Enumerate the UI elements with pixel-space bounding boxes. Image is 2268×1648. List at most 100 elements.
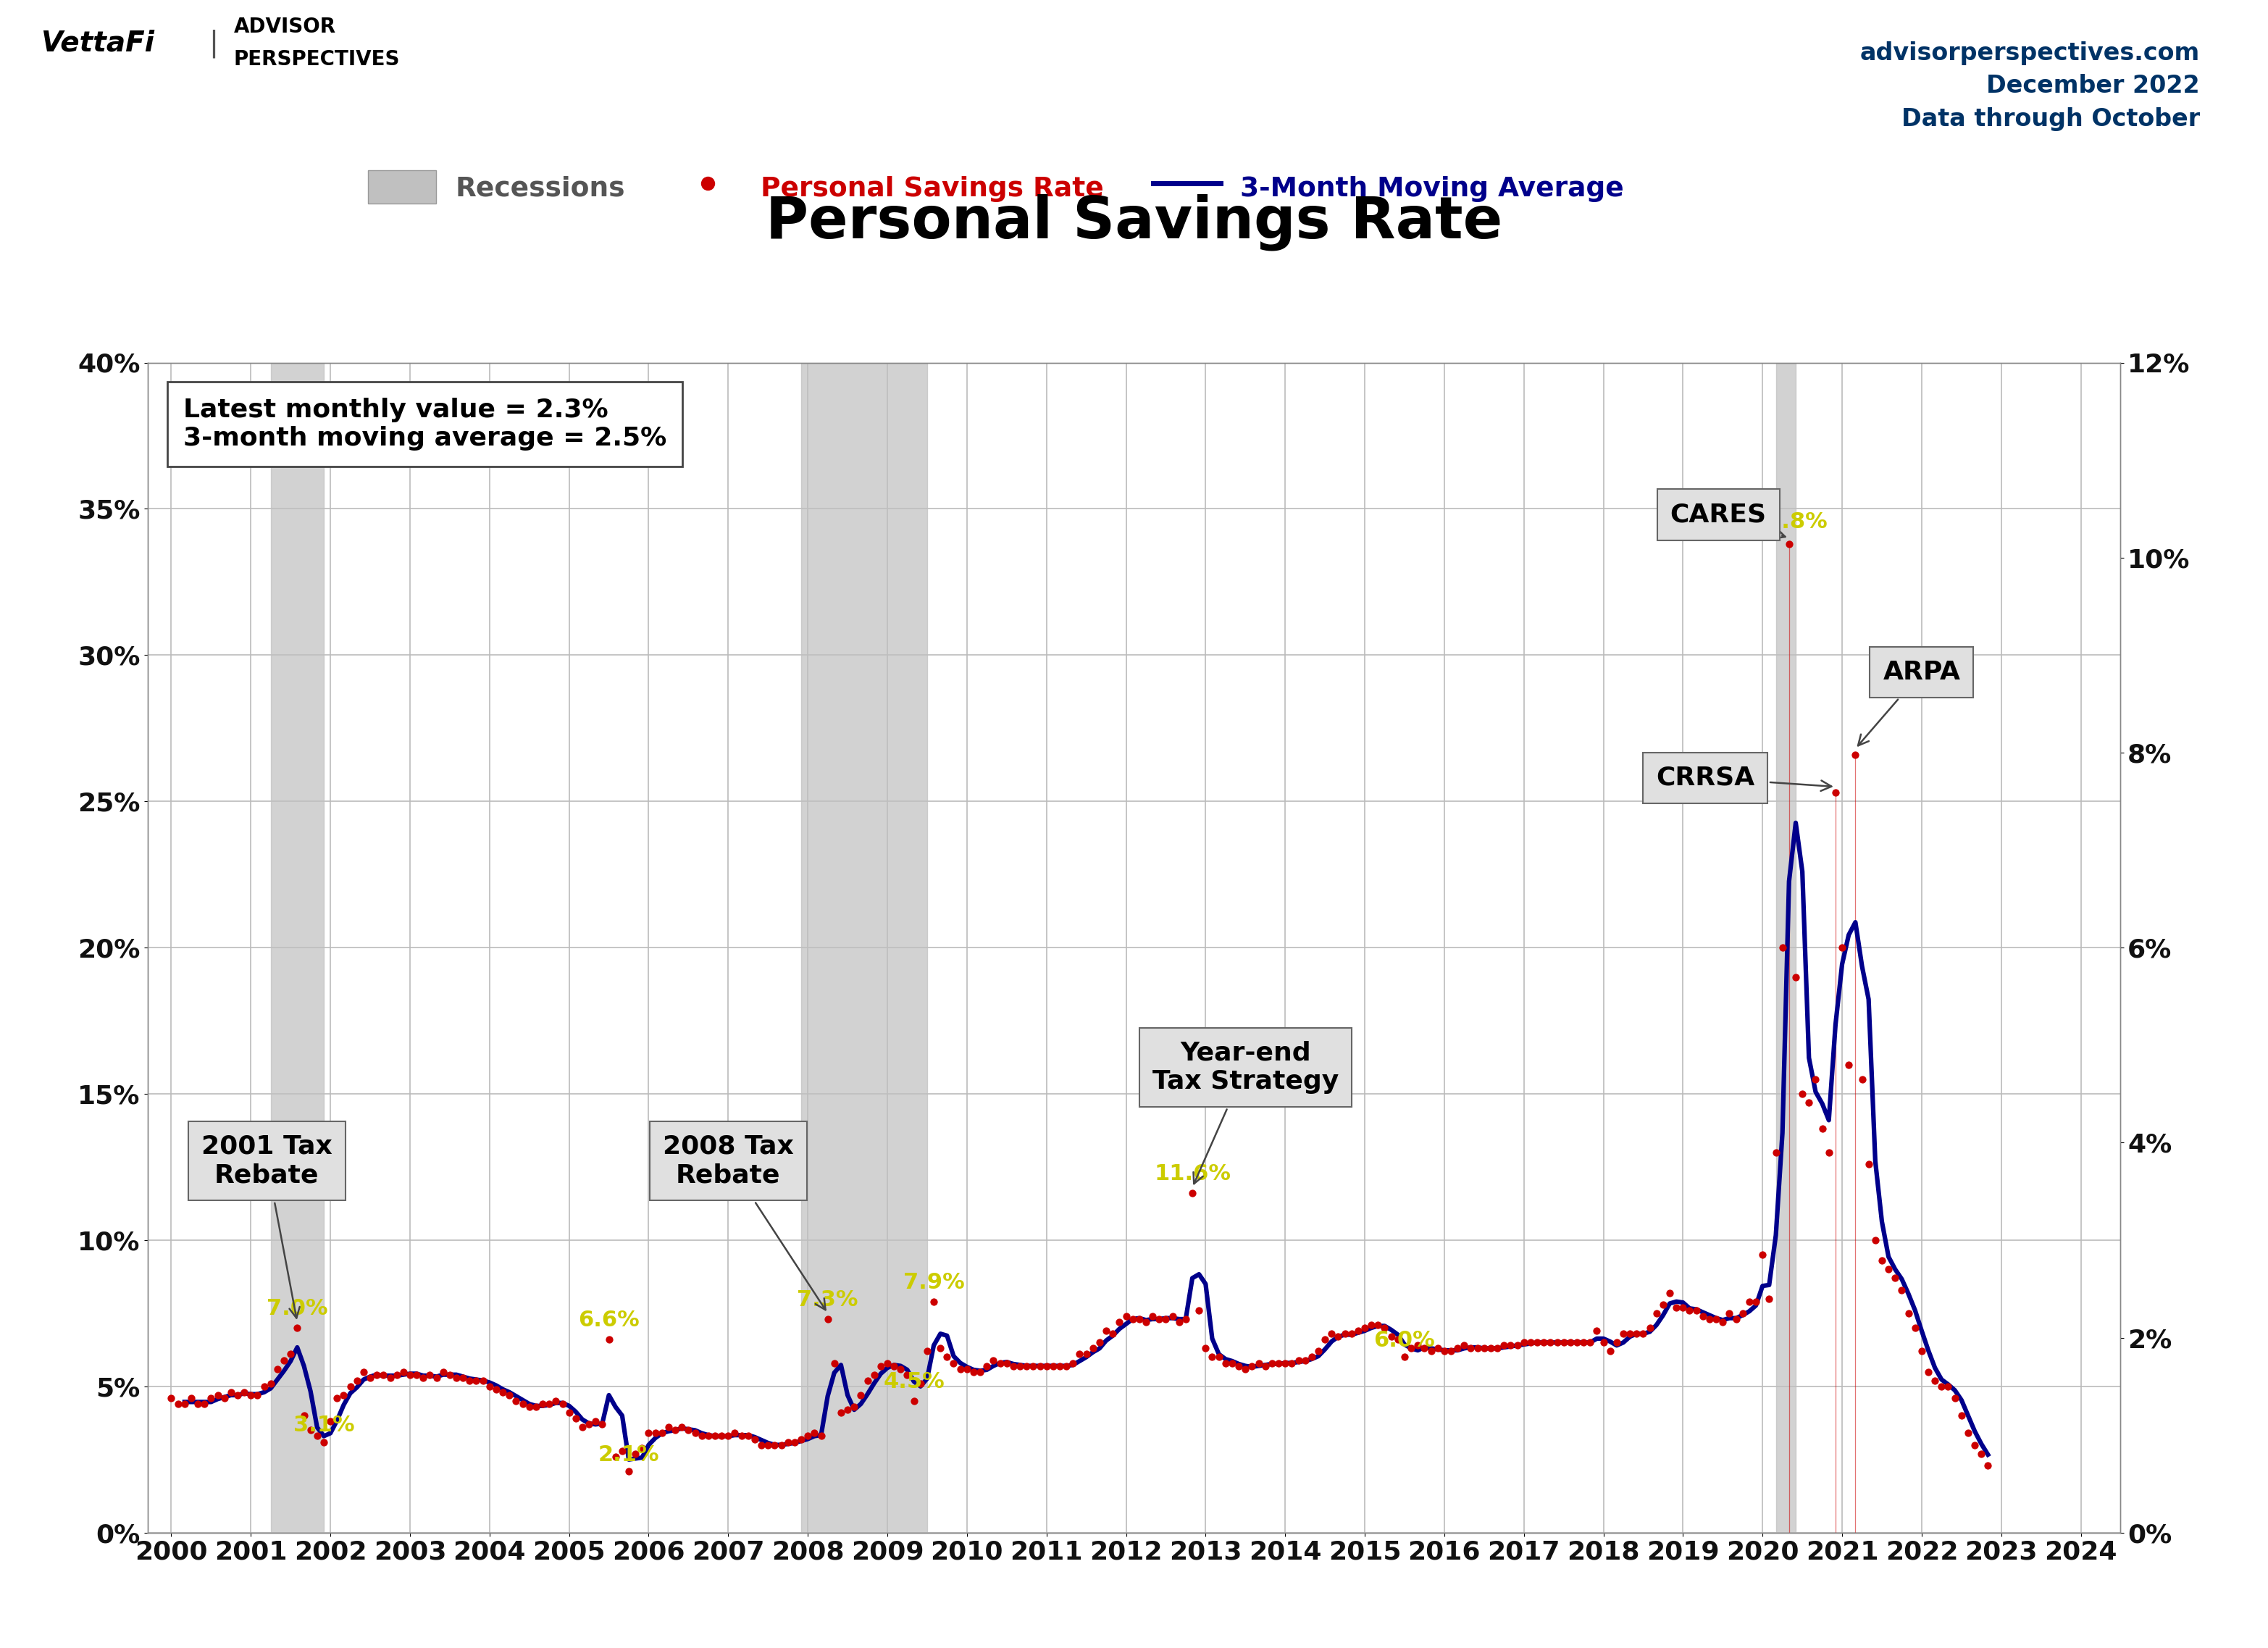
Point — [1334, 1320, 1370, 1346]
Point — [227, 1379, 263, 1406]
Point — [272, 1341, 308, 1368]
Point — [1227, 1356, 1263, 1383]
Point — [154, 1384, 191, 1411]
Point — [644, 1421, 680, 1447]
Point — [406, 1365, 442, 1391]
Point — [923, 1335, 959, 1361]
Point — [1141, 1305, 1177, 1332]
Point — [683, 1422, 719, 1449]
Point — [531, 1391, 567, 1417]
Point — [179, 1391, 215, 1417]
Point — [458, 1368, 494, 1394]
Point — [982, 1350, 1018, 1376]
Point — [1134, 1304, 1170, 1330]
Point — [1327, 1320, 1363, 1346]
Point — [1016, 1353, 1052, 1379]
Point — [624, 1435, 660, 1462]
Point — [1275, 1350, 1311, 1376]
Point — [1631, 1315, 1667, 1341]
Point — [166, 1391, 202, 1417]
Point — [1830, 1051, 1867, 1078]
Text: ADVISOR: ADVISOR — [234, 16, 336, 36]
Point — [882, 1356, 919, 1383]
Point — [1871, 1256, 1907, 1282]
Point — [676, 1421, 712, 1447]
Point — [703, 1422, 739, 1449]
Point — [710, 1422, 746, 1449]
Point — [1844, 1066, 1880, 1093]
Point — [524, 1391, 560, 1417]
Point — [327, 1383, 363, 1409]
Point — [358, 1361, 395, 1388]
Point — [1937, 1384, 1973, 1411]
Point — [565, 1414, 601, 1440]
Point — [1558, 1330, 1594, 1356]
Point — [510, 1394, 547, 1421]
Point — [803, 1422, 839, 1449]
Point — [265, 1346, 302, 1373]
Point — [1737, 1289, 1774, 1315]
Text: 6.0%: 6.0% — [1374, 1330, 1436, 1351]
Point — [1048, 1353, 1084, 1379]
Point — [696, 1422, 733, 1449]
Point — [1971, 1452, 2007, 1478]
Point — [438, 1365, 474, 1391]
Point — [1717, 1305, 1753, 1332]
Point — [930, 1343, 966, 1369]
Point — [730, 1422, 767, 1449]
Point — [1944, 1402, 1980, 1429]
Point — [941, 1356, 978, 1383]
Point — [1347, 1315, 1383, 1341]
Point — [578, 1409, 615, 1435]
Point — [1182, 1297, 1218, 1323]
Point — [1207, 1350, 1243, 1376]
Point — [206, 1384, 243, 1411]
Point — [962, 1358, 998, 1384]
Bar — [1776, 363, 1796, 1533]
Point — [1361, 1312, 1397, 1338]
Point — [862, 1353, 898, 1379]
Point — [610, 1458, 646, 1485]
Point — [1340, 1318, 1377, 1345]
Point — [875, 1353, 912, 1379]
Point — [1957, 1432, 1994, 1458]
Point — [234, 1383, 270, 1409]
Point — [1540, 1330, 1576, 1356]
Point — [782, 1426, 819, 1452]
Text: 2.1%: 2.1% — [599, 1444, 660, 1465]
Point — [1606, 1320, 1642, 1346]
Point — [417, 1365, 454, 1391]
Point — [1712, 1300, 1749, 1327]
Point — [1465, 1335, 1501, 1361]
Point — [1551, 1330, 1588, 1356]
Point — [1188, 1335, 1225, 1361]
Legend: Recessions, Personal Savings Rate, 3-Month Moving Average: Recessions, Personal Savings Rate, 3-Mon… — [358, 160, 1635, 214]
Point — [1626, 1320, 1662, 1346]
Point — [1247, 1353, 1284, 1379]
Point — [1592, 1338, 1628, 1365]
Point — [1785, 1081, 1821, 1107]
Text: Year-end
Tax Strategy: Year-end Tax Strategy — [1152, 1040, 1338, 1183]
Point — [1803, 1116, 1839, 1142]
Point — [1889, 1300, 1926, 1327]
Point — [1413, 1338, 1449, 1365]
Point — [279, 1315, 315, 1341]
Point — [1082, 1330, 1118, 1356]
Point — [240, 1383, 277, 1409]
Point — [1268, 1350, 1304, 1376]
Point — [1021, 1353, 1057, 1379]
Text: 7.3%: 7.3% — [796, 1289, 857, 1310]
Point — [1599, 1330, 1635, 1356]
Point — [596, 1444, 633, 1470]
Point — [379, 1361, 415, 1388]
Point — [651, 1414, 687, 1440]
Point — [1526, 1330, 1563, 1356]
Point — [968, 1353, 1005, 1379]
Point — [1678, 1297, 1715, 1323]
Point — [345, 1358, 381, 1384]
Point — [1254, 1350, 1290, 1376]
Point — [331, 1373, 367, 1399]
Text: 7.9%: 7.9% — [903, 1272, 964, 1292]
Point — [1041, 1353, 1077, 1379]
Point — [1533, 1330, 1569, 1356]
